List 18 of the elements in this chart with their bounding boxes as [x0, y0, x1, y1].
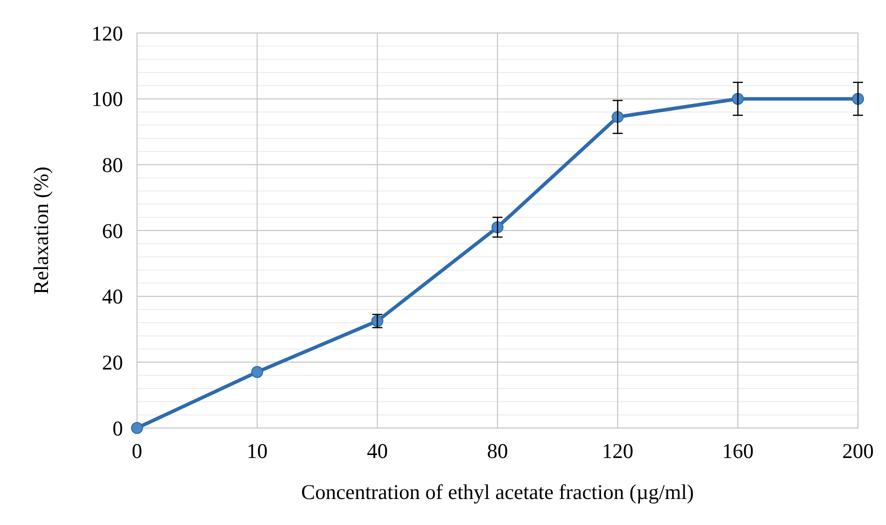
point: [251, 366, 264, 378]
x-axis-title: Concentration of ethyl acetate fraction (µg/ml): [301, 480, 694, 504]
y-axis-title: Relaxation (%): [29, 166, 53, 294]
y-tick-label: 0: [112, 416, 123, 440]
x-tick-label: 160: [722, 439, 754, 463]
y-tick-label: 20: [102, 350, 123, 375]
y-tick-label: 120: [92, 21, 123, 46]
x-tick-label: 80: [487, 439, 508, 463]
y-tick-label: 60: [102, 218, 123, 243]
x-tick-label: 10: [246, 439, 268, 463]
x-tick-label: 0: [132, 439, 142, 463]
y-tick-label: 40: [102, 284, 123, 309]
x-tick-label: 200: [842, 439, 874, 463]
y-tick-label: 100: [92, 87, 123, 112]
x-tick-label: 40: [366, 439, 388, 463]
y-tick-label: 80: [102, 153, 123, 178]
x-tick-label: 120: [602, 439, 634, 463]
point: [131, 422, 143, 434]
